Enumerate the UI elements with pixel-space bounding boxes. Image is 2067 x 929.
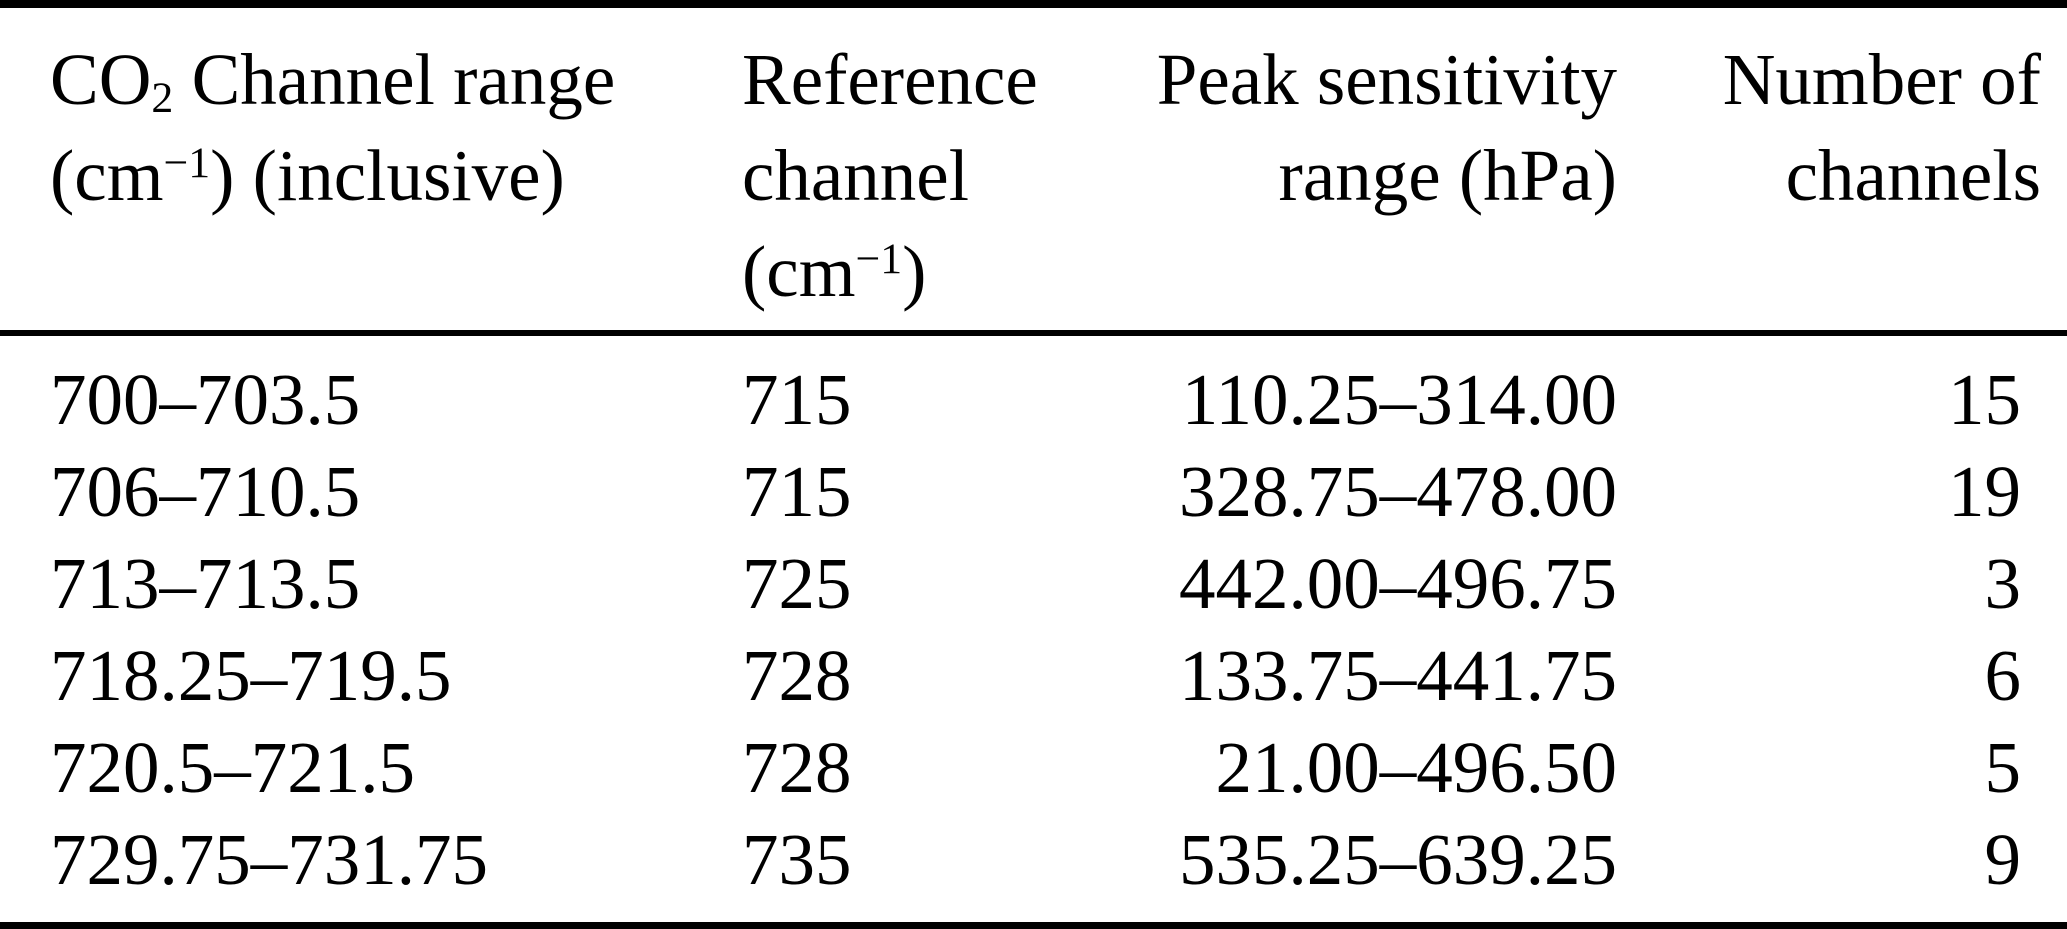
cell-co2-range: 720.5–721.5 — [50, 727, 415, 808]
table-row: 729.75–731.75 735 535.25–639.25 9 — [0, 814, 2067, 926]
cell-reference-channel: 735 — [742, 819, 852, 900]
cell-peak-sensitivity-range: 110.25–314.00 — [1181, 359, 1617, 440]
cell-co2-range: 706–710.5 — [50, 451, 361, 532]
header-co2-channel-range: CO2 Channel range (cm−1) (inclusive) — [0, 4, 695, 333]
header-line: range (hPa) — [1278, 135, 1617, 216]
cell-co2-range: 700–703.5 — [50, 359, 361, 440]
cell-number-of-channels: 9 — [1984, 819, 2022, 900]
header-line: Reference — [742, 39, 1038, 120]
cell-co2-range: 718.25–719.5 — [50, 635, 452, 716]
superscript-minus-1: −1 — [163, 139, 211, 188]
header-text: (cm — [742, 231, 856, 312]
table-row: 713–713.5 725 442.00–496.75 3 — [0, 538, 2067, 630]
cell-number-of-channels: 15 — [1948, 359, 2021, 440]
cell-number-of-channels: 5 — [1984, 727, 2022, 808]
table-body: 700–703.5 715 110.25–314.00 15 706–710.5… — [0, 333, 2067, 926]
header-line: channel — [742, 135, 969, 216]
header-line: Peak sensitivity — [1156, 39, 1617, 120]
cell-co2-range: 713–713.5 — [50, 543, 361, 624]
table-header: CO2 Channel range (cm−1) (inclusive) Ref… — [0, 4, 2067, 333]
table-row: 700–703.5 715 110.25–314.00 15 — [0, 333, 2067, 446]
cell-reference-channel: 728 — [742, 635, 852, 716]
header-line: (cm−1) (inclusive) — [50, 128, 695, 224]
table-row: 720.5–721.5 728 21.00–496.50 5 — [0, 722, 2067, 814]
superscript-minus-1: −1 — [855, 235, 903, 284]
header-text: CO — [50, 39, 152, 120]
cell-reference-channel: 728 — [742, 727, 852, 808]
cell-number-of-channels: 6 — [1984, 635, 2022, 716]
cell-reference-channel: 715 — [742, 359, 852, 440]
header-text: (cm — [50, 135, 164, 216]
cell-number-of-channels: 3 — [1984, 543, 2022, 624]
cell-co2-range: 729.75–731.75 — [50, 819, 488, 900]
table-row: 718.25–719.5 728 133.75–441.75 6 — [0, 630, 2067, 722]
header-line: channels — [1785, 135, 2041, 216]
header-line: CO2 Channel range — [50, 32, 695, 128]
table-header-row: CO2 Channel range (cm−1) (inclusive) Ref… — [0, 4, 2067, 333]
header-number-of-channels: Number of channels — [1625, 4, 2067, 333]
cell-peak-sensitivity-range: 133.75–441.75 — [1179, 635, 1617, 716]
header-text: ) (inclusive) — [210, 135, 565, 216]
cell-peak-sensitivity-range: 535.25–639.25 — [1179, 819, 1617, 900]
header-line: (cm−1) — [742, 224, 1055, 320]
table-row: 706–710.5 715 328.75–478.00 19 — [0, 446, 2067, 538]
cell-reference-channel: 715 — [742, 451, 852, 532]
header-line: Number of — [1722, 39, 2041, 120]
cell-peak-sensitivity-range: 442.00–496.75 — [1179, 543, 1617, 624]
cell-peak-sensitivity-range: 21.00–496.50 — [1215, 727, 1618, 808]
cell-number-of-channels: 19 — [1948, 451, 2021, 532]
cell-reference-channel: 725 — [742, 543, 852, 624]
header-peak-sensitivity-range: Peak sensitivity range (hPa) — [1055, 4, 1625, 333]
cell-peak-sensitivity-range: 328.75–478.00 — [1179, 451, 1617, 532]
header-text: ) — [902, 231, 927, 312]
subscript-2: 2 — [151, 73, 174, 122]
header-text: Channel range — [173, 39, 616, 120]
header-reference-channel: Reference channel (cm−1) — [695, 4, 1055, 333]
